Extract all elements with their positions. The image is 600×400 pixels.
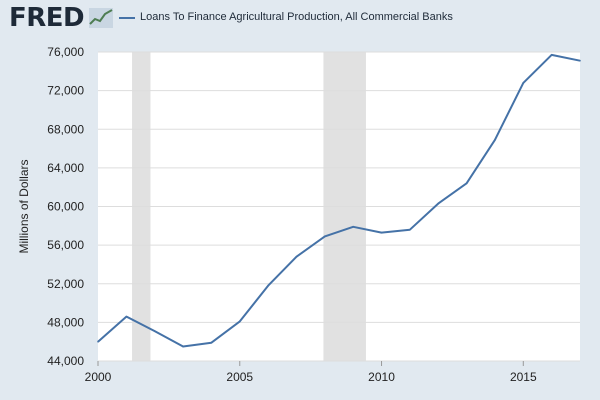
chart-header: FRED Loans To Finance Agricultural Produ… <box>0 0 600 40</box>
data-point <box>465 182 468 185</box>
y-tick-label: 56,000 <box>47 238 84 252</box>
y-tick-label: 68,000 <box>47 122 84 136</box>
y-tick-label: 64,000 <box>47 161 84 175</box>
data-point <box>437 202 440 205</box>
x-tick-label: 2005 <box>226 370 253 384</box>
y-tick-label: 72,000 <box>47 84 84 98</box>
data-point <box>125 315 128 318</box>
y-axis-label: Millions of Dollars <box>17 159 31 253</box>
x-tick-label: 2010 <box>368 370 395 384</box>
data-point <box>238 320 241 323</box>
line-chart-icon <box>89 8 113 28</box>
series-line <box>97 53 581 348</box>
data-point <box>182 345 184 348</box>
data-point <box>494 139 496 141</box>
data-point <box>522 82 525 84</box>
legend-label: Loans To Finance Agricultural Production… <box>140 11 453 23</box>
data-point <box>295 255 298 258</box>
data-point <box>579 59 581 62</box>
x-tick-label: 2015 <box>510 370 537 384</box>
x-tick-label: 2000 <box>85 370 112 384</box>
data-point <box>210 341 213 344</box>
data-point <box>409 228 411 231</box>
data-point <box>380 231 383 234</box>
legend-swatch <box>119 17 135 19</box>
data-point <box>267 284 269 287</box>
data-point <box>97 340 99 343</box>
y-tick-label: 76,000 <box>47 45 84 59</box>
data-point <box>352 225 354 228</box>
data-point <box>324 235 326 238</box>
fred-logo[interactable]: FRED <box>9 3 85 33</box>
y-tick-label: 48,000 <box>47 315 84 329</box>
y-tick-label: 44,000 <box>47 354 84 368</box>
y-tick-label: 52,000 <box>47 277 84 291</box>
y-tick-label: 60,000 <box>47 200 84 214</box>
data-point <box>153 330 156 332</box>
data-point <box>550 54 553 56</box>
